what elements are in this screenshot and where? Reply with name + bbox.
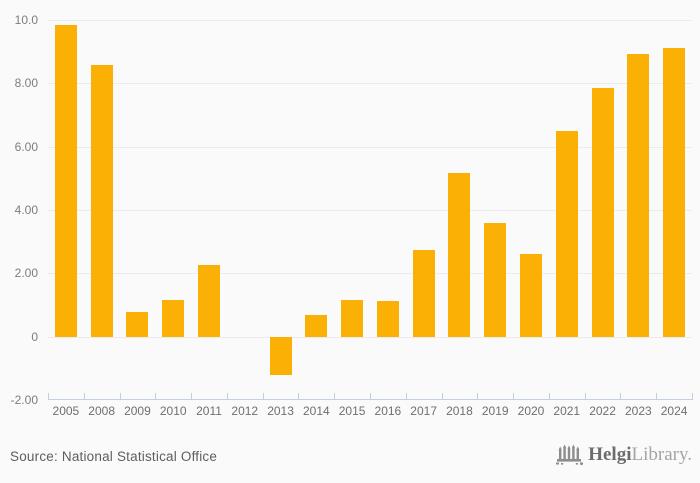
x-axis-label-2017: 2017: [410, 404, 437, 418]
bar-2019[interactable]: [484, 223, 507, 337]
bar-2005[interactable]: [54, 24, 77, 337]
gridline-y-0: [48, 336, 692, 338]
y-axis-tick-label: 10.0: [14, 13, 38, 27]
x-axis-tick: [83, 393, 85, 400]
x-axis-label-2016: 2016: [374, 404, 402, 418]
x-axis-tick: [584, 393, 586, 400]
bar-2014[interactable]: [305, 314, 328, 337]
y-axis-tick-label: 2.00: [14, 266, 38, 281]
x-axis-label-2005: 2005: [52, 404, 80, 418]
x-axis-tick: [477, 393, 479, 400]
chart-footer: Source: National Statistical Office: [0, 435, 700, 483]
y-axis-tick-label: 6.00: [14, 139, 38, 154]
x-axis-tick: [226, 393, 228, 400]
bar-2022[interactable]: [591, 87, 614, 337]
x-axis-label-2020: 2020: [517, 404, 545, 418]
gridline-y-8.00: [48, 83, 692, 85]
bar-2020[interactable]: [520, 253, 542, 337]
gridline-y-4.00: [48, 210, 692, 211]
bar-2009[interactable]: [126, 311, 149, 337]
y-axis-tick-label: 0: [31, 329, 38, 344]
x-axis-label-2012: 2012: [231, 404, 259, 418]
x-axis-label-2011: 2011: [196, 404, 222, 418]
gridline-y-6.00: [48, 146, 692, 148]
x-axis-label-2010: 2010: [159, 404, 187, 418]
x-axis-tick: [513, 393, 515, 400]
y-axis-tick-label: 4.00: [14, 203, 38, 217]
y-axis-tick-label: 8.00: [14, 76, 38, 91]
bar-2015[interactable]: [341, 299, 364, 337]
x-axis-label-2008: 2008: [88, 404, 115, 418]
x-axis-label-2023: 2023: [624, 404, 652, 418]
logo-text-library: Library.: [631, 443, 693, 465]
logo-wordmark: HelgiLibrary.: [588, 444, 692, 466]
x-axis-tick: [692, 393, 693, 400]
bar-2011[interactable]: [198, 264, 220, 337]
x-axis-label-2013: 2013: [267, 404, 294, 418]
x-axis-tick: [262, 393, 264, 400]
bar-2023[interactable]: [627, 53, 650, 337]
x-axis-label-2009: 2009: [124, 404, 151, 418]
gridline-y-2.00: [48, 273, 692, 275]
bridge-icon: [556, 443, 584, 466]
bar-2018[interactable]: [448, 173, 471, 337]
x-axis-tick: [548, 393, 550, 400]
x-axis-tick: [441, 393, 443, 400]
bar-2013[interactable]: [269, 336, 292, 375]
x-axis-label-2024: 2024: [660, 404, 688, 418]
x-axis-label-2019: 2019: [481, 404, 509, 418]
source-caption: Source: National Statistical Office: [10, 449, 218, 464]
helgi-library-logo[interactable]: HelgiLibrary.: [556, 443, 692, 466]
bar-2017[interactable]: [412, 249, 435, 337]
x-axis-label-2021: 2021: [553, 404, 581, 418]
bar-2021[interactable]: [555, 130, 578, 337]
bar-chart-plot-area: 10.0 8.00 6.00 4.00 2.00 0 -2.00 2005 2008 2009 20…: [10, 13, 693, 418]
x-axis-label-2014: 2014: [302, 404, 330, 418]
x-axis-tick: [119, 393, 121, 400]
x-axis-tick: [620, 393, 622, 400]
x-axis-tick: [48, 393, 49, 400]
x-axis-tick: [405, 393, 407, 400]
x-axis-tick: [155, 393, 157, 400]
x-axis-label-2022: 2022: [589, 404, 616, 418]
x-axis-tick: [334, 393, 336, 400]
x-axis-tick: [298, 393, 300, 400]
logo-text-helgi: Helgi: [588, 443, 632, 465]
bar-2008[interactable]: [90, 65, 113, 337]
x-axis-tick: [656, 393, 658, 400]
x-axis-label-2018: 2018: [446, 404, 473, 418]
y-axis-tick-label: -2.00: [10, 393, 38, 407]
x-axis-label-2015: 2015: [338, 404, 366, 418]
x-axis-tick: [370, 393, 371, 400]
bar-2010[interactable]: [162, 299, 185, 337]
x-axis-tick: [191, 393, 193, 400]
bar-2016[interactable]: [376, 301, 399, 337]
bar-2024[interactable]: [663, 48, 686, 337]
gridline-y-10.0: [48, 20, 692, 21]
